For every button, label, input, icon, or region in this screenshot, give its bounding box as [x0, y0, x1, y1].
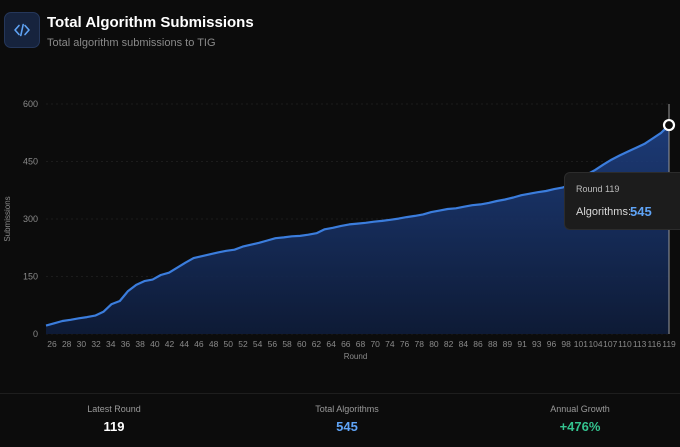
x-tick-label: 44	[179, 339, 189, 349]
x-tick-label: 68	[356, 339, 366, 349]
stat-label: Latest Round	[87, 404, 141, 414]
stat-value: 545	[336, 419, 358, 434]
stat-value: +476%	[559, 419, 601, 434]
x-tick-label: 113	[633, 339, 647, 349]
stat-annual-growth: Annual Growth +476%	[505, 404, 655, 434]
chart-tooltip: Round 119 Algorithms: 545	[564, 172, 680, 230]
x-tick-label: 38	[135, 339, 145, 349]
x-tick-label: 36	[121, 339, 131, 349]
x-tick-label: 46	[194, 339, 204, 349]
y-tick-label: 150	[23, 272, 38, 282]
chart-title: Total Algorithm Submissions	[47, 14, 254, 31]
x-tick-label: 30	[77, 339, 87, 349]
x-tick-label: 104	[588, 339, 602, 349]
code-icon-glyph	[14, 23, 30, 37]
x-tick-label: 86	[473, 339, 483, 349]
x-tick-label: 58	[282, 339, 292, 349]
x-tick-label: 42	[165, 339, 175, 349]
x-tick-label: 84	[459, 339, 469, 349]
x-tick-label: 116	[648, 339, 662, 349]
x-tick-label: 50	[224, 339, 234, 349]
x-tick-label: 34	[106, 339, 116, 349]
x-tick-label: 64	[326, 339, 336, 349]
x-tick-label: 110	[618, 339, 632, 349]
x-tick-label: 98	[561, 339, 571, 349]
x-tick-label: 89	[503, 339, 513, 349]
x-tick-label: 66	[341, 339, 351, 349]
x-tick-label: 32	[91, 339, 101, 349]
stat-latest-round: Latest Round 119	[39, 404, 189, 434]
stats-divider	[0, 393, 680, 394]
x-tick-label: 56	[268, 339, 278, 349]
stat-value: 119	[103, 419, 125, 434]
x-tick-label: 26	[47, 339, 57, 349]
x-tick-label: 96	[547, 339, 557, 349]
x-tick-label: 101	[574, 339, 588, 349]
x-tick-label: 60	[297, 339, 307, 349]
chart-header: Total Algorithm Submissions Total algori…	[4, 12, 664, 52]
stat-label: Total Algorithms	[315, 404, 379, 414]
tooltip-metric-label: Algorithms:	[576, 206, 632, 218]
x-tick-label: 88	[488, 339, 498, 349]
x-tick-label: 78	[415, 339, 425, 349]
y-axis-label: Submissions	[3, 196, 12, 241]
x-tick-label: 48	[209, 339, 219, 349]
x-tick-label: 70	[370, 339, 380, 349]
y-tick-label: 300	[23, 214, 38, 224]
x-tick-label: 40	[150, 339, 160, 349]
stat-total-algorithms: Total Algorithms 545	[272, 404, 422, 434]
x-tick-label: 54	[253, 339, 263, 349]
area-chart: 0 150 300 450 600 Submissions 26 28 30 32 34 36 38 40…	[3, 99, 676, 361]
y-tick-label: 450	[23, 157, 38, 167]
x-tick-label: 74	[385, 339, 395, 349]
y-tick-label: 0	[33, 329, 38, 339]
area-fill	[46, 125, 669, 334]
x-tick-label: 52	[238, 339, 248, 349]
highlight-point	[662, 118, 676, 132]
x-tick-label: 107	[603, 339, 617, 349]
code-icon	[4, 12, 40, 48]
x-tick-label: 93	[532, 339, 542, 349]
x-tick-label: 82	[444, 339, 454, 349]
chart-subtitle: Total algorithm submissions to TIG	[47, 37, 216, 49]
x-tick-label: 62	[312, 339, 322, 349]
tooltip-metric-value: 545	[630, 204, 652, 219]
x-tick-label: 28	[62, 339, 72, 349]
x-tick-label: 76	[400, 339, 410, 349]
y-tick-label: 600	[23, 99, 38, 109]
stat-label: Annual Growth	[550, 404, 610, 414]
x-tick-label: 80	[429, 339, 439, 349]
tooltip-round: Round 119	[576, 184, 620, 194]
x-tick-label: 119	[662, 339, 676, 349]
x-tick-label: 91	[517, 339, 527, 349]
x-axis-label: Round	[344, 352, 368, 361]
